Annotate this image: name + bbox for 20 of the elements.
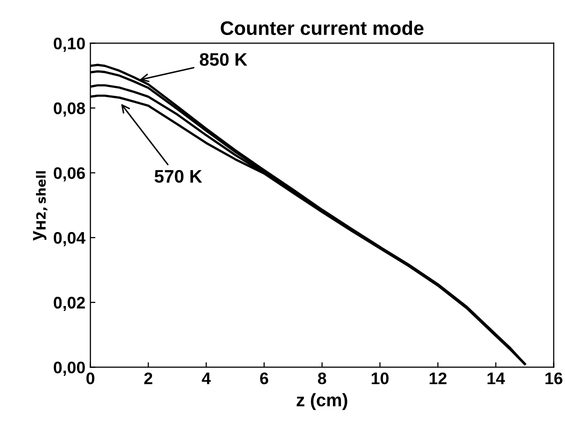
x-tick-label: 2	[144, 372, 152, 384]
y-tick-label: 0,10	[54, 38, 85, 52]
x-tick-label: 6	[260, 372, 268, 384]
y-tick-label: 0,00	[54, 362, 85, 376]
x-tick-label: 4	[202, 372, 211, 384]
y-tick-label: 0,02	[54, 296, 85, 312]
chart-title: Counter current mode	[220, 20, 424, 36]
y-axis-title: y$_{H2,shell}$	[33, 171, 48, 241]
x-tick-label: 8	[318, 372, 326, 384]
annotation: 850 K	[200, 53, 248, 66]
x-tick-label: 0	[86, 372, 94, 384]
y-tick-label: 0,08	[54, 102, 86, 117]
x-tick-label: 10	[372, 372, 389, 384]
x-tick-label: 16	[545, 372, 562, 384]
x-tick-label: 14	[488, 372, 505, 384]
x-tick-label: 12	[430, 372, 446, 384]
y-tick-label: 0,04	[54, 232, 86, 246]
y-tick-label: 0,06	[54, 167, 85, 182]
x-axis-title: z (cm)	[296, 393, 348, 410]
annotation: 570 K	[154, 170, 202, 183]
